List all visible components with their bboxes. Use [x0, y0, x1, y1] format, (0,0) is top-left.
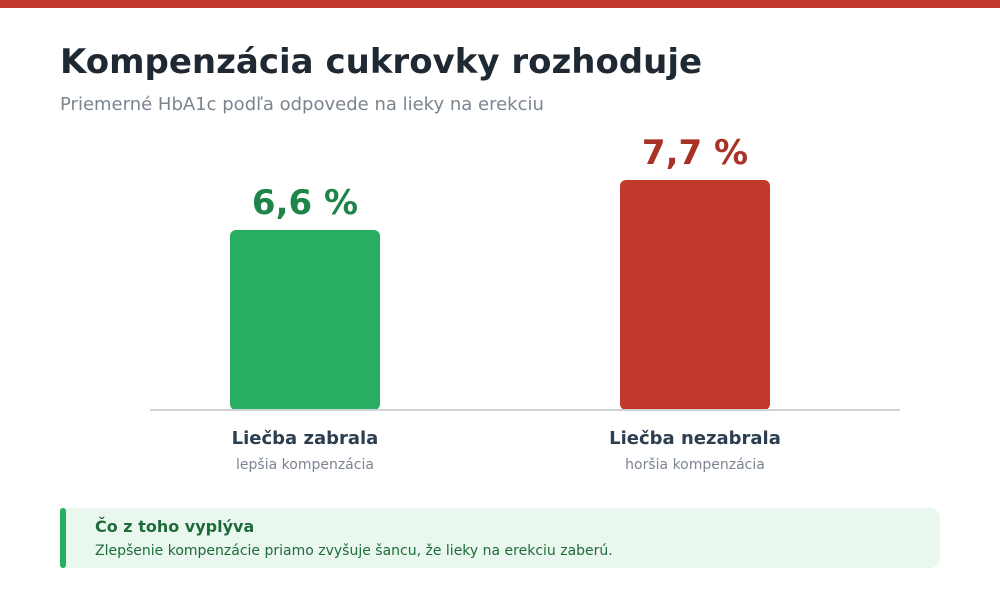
bar-1	[230, 230, 380, 410]
category-label-1: Liečba zabrala	[232, 428, 379, 449]
callout-text: Zlepšenie kompenzácie priamo zvyšuje šan…	[95, 543, 613, 559]
top-accent-bar	[0, 0, 1000, 8]
page-subtitle: Priemerné HbA1c podľa odpovede na lieky …	[60, 94, 544, 115]
takeaway-callout: Čo z toho vyplýva Zlepšenie kompenzácie …	[60, 508, 940, 568]
callout-accent-bar	[60, 508, 66, 568]
category-label-2: Liečba nezabrala	[609, 428, 781, 449]
category-sublabel-2: horšia kompenzácia	[625, 457, 765, 473]
bar-value-label-2: 7,7 %	[642, 133, 748, 173]
category-sublabel-1: lepšia kompenzácia	[236, 457, 374, 473]
callout-heading: Čo z toho vyplýva	[95, 517, 255, 536]
hba1c-bar-chart: 6,6 % Liečba zabrala lepšia kompenzácia 7,7…	[150, 133, 900, 473]
page-title: Kompenzácia cukrovky rozhoduje	[60, 42, 703, 82]
bar-2	[620, 180, 770, 410]
bar-value-label-1: 6,6 %	[252, 183, 358, 223]
